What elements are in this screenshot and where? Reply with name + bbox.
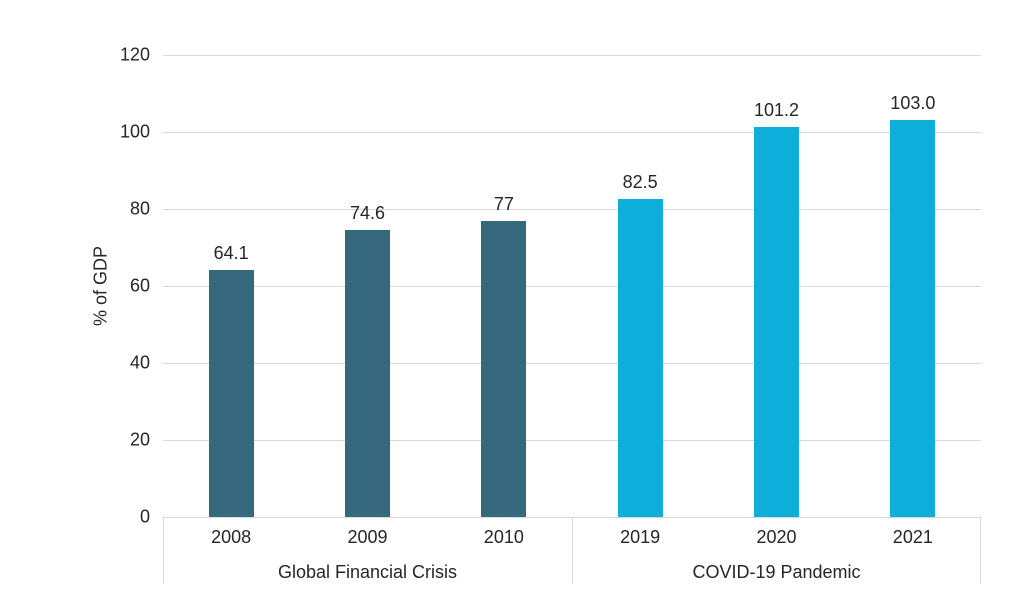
gridline: [163, 440, 981, 441]
year-label: 2020: [756, 527, 797, 547]
bar: [617, 199, 663, 517]
year-label: 2008: [211, 527, 252, 547]
bar: [345, 229, 390, 517]
y-tick-label: 40: [129, 352, 150, 373]
gridline: [163, 55, 981, 56]
gridline: [163, 132, 981, 133]
y-tick-label: 100: [119, 121, 150, 142]
y-tick-label: 20: [129, 429, 150, 450]
year-label: 2021: [892, 527, 933, 547]
year-label: 2009: [347, 527, 388, 547]
gridline: [163, 363, 981, 364]
axis-divider: [163, 518, 164, 584]
x-axis-area: 2008 2009 2010 Global Financial Crisis 2019 2…: [163, 517, 981, 584]
gridline: [163, 209, 981, 210]
y-tick-label: 120: [119, 44, 150, 65]
bar-value-label: 101.2: [753, 100, 800, 121]
plot-area: 0 20 40 60 80 100 120 64.1 74.6 77 82.5 101.2 103.0: [120, 45, 981, 527]
category-group: 2008 2009 2010 Global Financial Crisis: [163, 518, 572, 584]
bar-value-label: 77: [493, 193, 514, 214]
bar-value-label: 74.6: [349, 202, 386, 223]
y-tick-label: 0: [139, 506, 150, 527]
bar: [208, 270, 254, 517]
y-tick-label: 80: [129, 198, 150, 219]
group-label: Global Financial Crisis: [277, 562, 458, 582]
axis-divider: [980, 518, 981, 584]
bar: [890, 120, 936, 517]
axis-divider: [572, 518, 573, 584]
y-tick-label: 60: [129, 275, 150, 296]
category-group: 2019 2020 2021 COVID-19 Pandemic: [572, 518, 981, 584]
bar-value-label: 103.0: [890, 93, 936, 114]
bar: [754, 127, 799, 517]
year-label: 2010: [483, 527, 524, 547]
bar-value-label: 64.1: [213, 243, 249, 264]
gridline: [163, 286, 981, 287]
bar: [481, 220, 527, 517]
year-label: 2019: [620, 527, 661, 547]
group-label: COVID-19 Pandemic: [692, 562, 861, 582]
bar-value-label: 82.5: [622, 172, 658, 193]
